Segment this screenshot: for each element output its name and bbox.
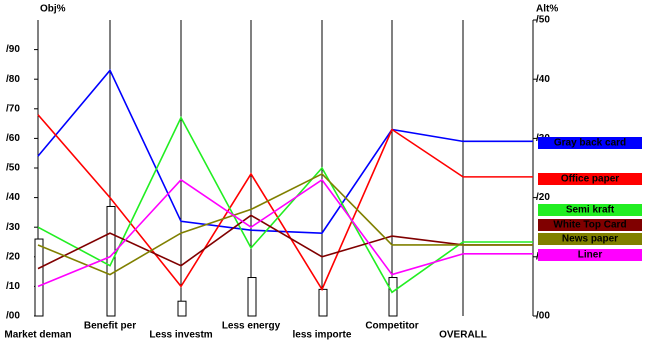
series-line — [37, 214, 464, 270]
legend-label: Gray back card — [554, 138, 626, 149]
bar — [177, 300, 187, 317]
legend-box — [538, 249, 642, 261]
x-tick-label: less importe — [293, 330, 352, 340]
bar — [388, 277, 398, 317]
legend-label: News paper — [562, 234, 618, 245]
legend-box — [538, 137, 642, 149]
y-tick-label: /90 — [6, 44, 20, 55]
y2-tick-label: /20 — [536, 192, 550, 203]
y-axis-label: Obj% — [40, 4, 66, 15]
x-tick-label: Benefit per — [84, 321, 136, 332]
y-tick-label: /40 — [6, 192, 20, 203]
y2-tick-label: /50 — [536, 15, 550, 26]
y2-tick-label: /00 — [536, 311, 550, 322]
bar — [318, 288, 328, 317]
legend-box — [538, 173, 642, 185]
legend-label: Semi kraft — [566, 205, 615, 216]
series-line — [37, 172, 463, 276]
x-tick-label: Competitor — [365, 321, 418, 332]
x-tick-label: Less investm — [149, 330, 212, 340]
series-line — [37, 114, 464, 292]
bar — [106, 205, 116, 317]
y-tick-label: /30 — [6, 222, 20, 233]
bar — [34, 238, 44, 317]
bar — [247, 277, 257, 317]
series-line — [37, 178, 464, 288]
legend-label: Liner — [578, 250, 603, 261]
x-tick-label: OVERALL — [439, 330, 487, 340]
legend-box — [538, 204, 642, 216]
legend-box — [538, 219, 642, 231]
legend-label: Office paper — [561, 174, 619, 185]
y-tick-label: /60 — [6, 133, 20, 144]
x-tick-label: Market deman — [4, 330, 71, 340]
y-tick-label: /20 — [6, 251, 20, 262]
y-tick-label: /50 — [6, 163, 20, 174]
x-tick-label: Less energy — [222, 321, 281, 332]
series-line — [37, 115, 464, 294]
y-tick-label: /00 — [6, 311, 20, 322]
y-tick-label: /80 — [6, 74, 20, 85]
y2-axis-label: Alt% — [536, 4, 558, 15]
y-tick-label: /10 — [6, 281, 20, 292]
y2-tick-label: /40 — [536, 74, 550, 85]
legend-box — [538, 233, 642, 245]
legend-label: White Top Card — [553, 220, 626, 231]
y-tick-label: /70 — [6, 103, 20, 114]
